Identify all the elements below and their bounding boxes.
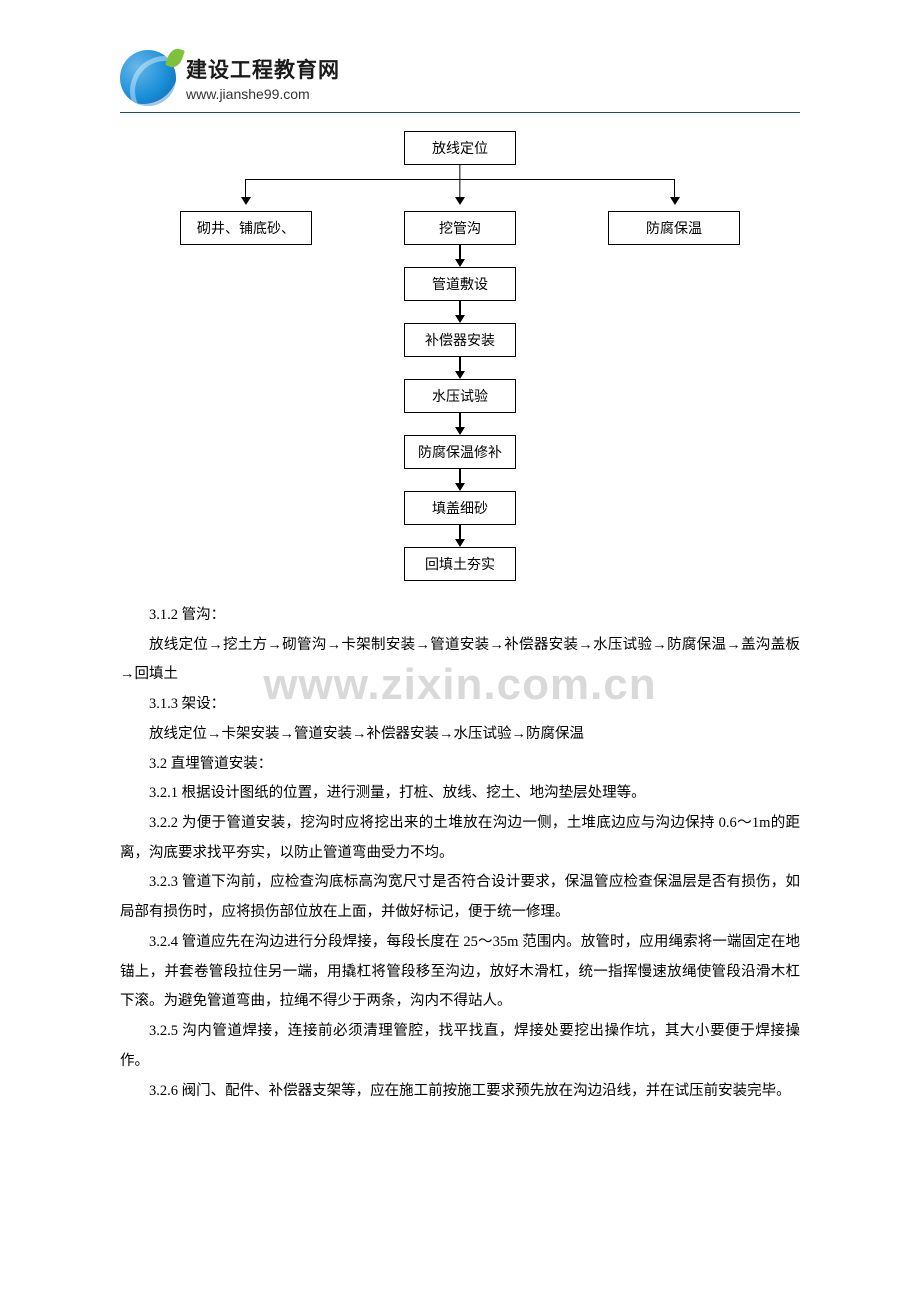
flow-split (180, 165, 740, 211)
flow-connector (455, 413, 465, 435)
flow-node-n5: 填盖细砂 (404, 491, 516, 525)
section-32: 3.2 直埋管道安装： (120, 750, 800, 780)
section-324: 3.2.4 管道应先在沟边进行分段焊接，每段长度在 25～35m 范围内。放管时… (120, 928, 800, 1017)
flow-node-n1: 管道敷设 (404, 267, 516, 301)
flow-node-n0: 放线定位 (404, 131, 516, 165)
brand-logo (120, 50, 176, 106)
flow-row-branches: 砌井、铺底砂、 挖管沟 防腐保温 (180, 211, 740, 245)
section-321: 3.2.1 根据设计图纸的位置，进行测量，打桩、放线、挖土、地沟垫层处理等。 (120, 779, 800, 809)
flow-connector (455, 469, 465, 491)
document-body: 3.1.2 管沟： 放线定位→挖土方→砌管沟→卡架制安装→管道安装→补偿器安装→… (120, 601, 800, 1106)
flow-node-right: 防腐保温 (608, 211, 740, 245)
section-322: 3.2.2 为便于管道安装，挖沟时应将挖出来的土堆放在沟边一侧，土堆底边应与沟边… (120, 809, 800, 868)
flow-node-mid: 挖管沟 (404, 211, 516, 245)
section-313-title: 3.1.3 架设： (120, 690, 800, 720)
section-312-title: 3.1.2 管沟： (120, 601, 800, 631)
brand-text: 建设工程教育网 www.jianshe99.com (186, 54, 340, 102)
flow-node-n4: 防腐保温修补 (404, 435, 516, 469)
flow-node-n3: 水压试验 (404, 379, 516, 413)
brand-url: www.jianshe99.com (186, 86, 340, 102)
flow-connector (455, 301, 465, 323)
section-326: 3.2.6 阀门、配件、补偿器支架等，应在施工前按施工要求预先放在沟边沿线，并在… (120, 1077, 800, 1107)
flow-connector (455, 245, 465, 267)
flow-connector (455, 357, 465, 379)
section-325: 3.2.5 沟内管道焊接，连接前必须清理管腔，找平找直，焊接处要挖出操作坑，其大… (120, 1017, 800, 1076)
flowchart: 放线定位 砌井、铺底砂、 挖管沟 防腐保温 管道敷设 补偿器安装 水压试验 防腐… (180, 131, 740, 581)
flow-connector (455, 525, 465, 547)
flow-node-n6: 回填土夯实 (404, 547, 516, 581)
flow-node-n2: 补偿器安装 (404, 323, 516, 357)
section-323: 3.2.3 管道下沟前，应检查沟底标高沟宽尺寸是否符合设计要求，保温管应检查保温… (120, 868, 800, 927)
page-header: 建设工程教育网 www.jianshe99.com (120, 50, 800, 113)
section-313-body: 放线定位→卡架安装→管道安装→补偿器安装→水压试验→防腐保温 (120, 720, 800, 750)
flow-node-left: 砌井、铺底砂、 (180, 211, 312, 245)
brand-name-cn: 建设工程教育网 (186, 54, 340, 84)
section-312-body: 放线定位→挖土方→砌管沟→卡架制安装→管道安装→补偿器安装→水压试验→防腐保温→… (120, 631, 800, 690)
